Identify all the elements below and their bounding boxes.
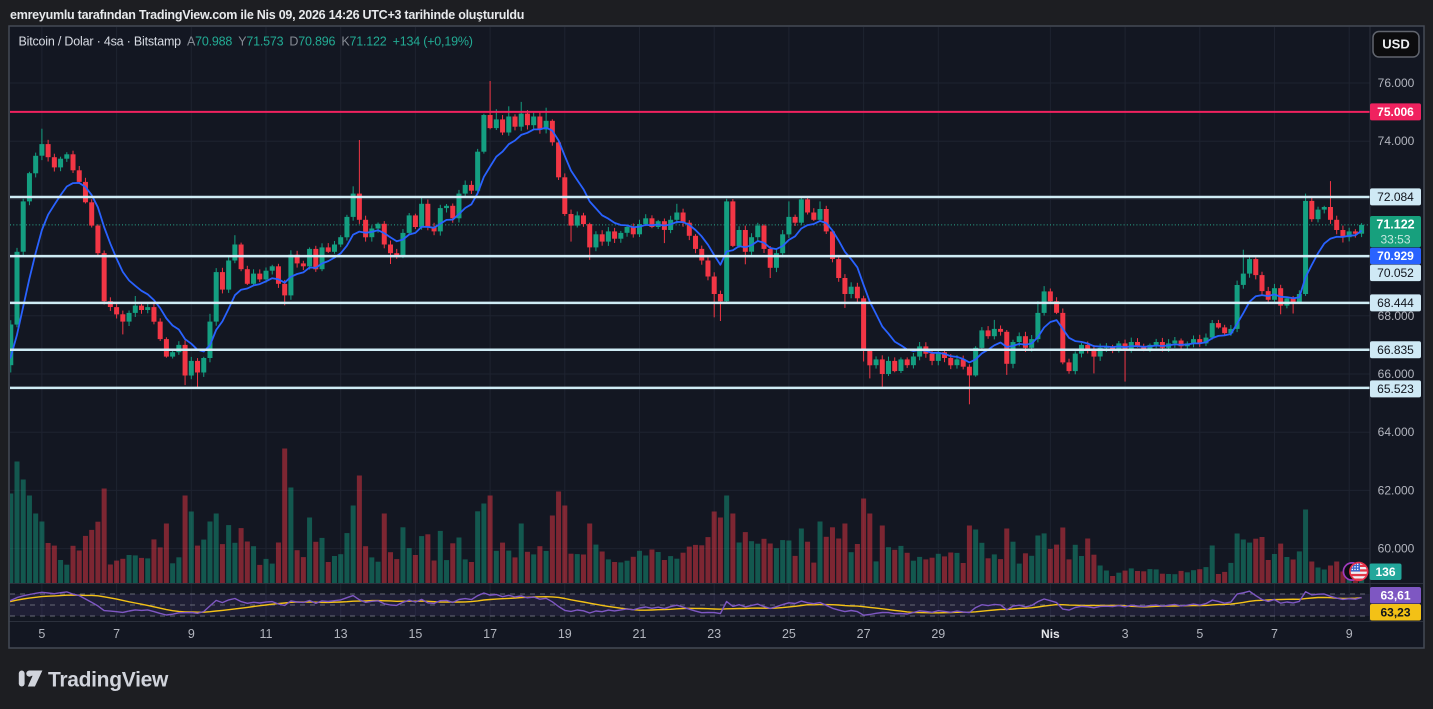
- svg-text:15: 15: [408, 627, 422, 641]
- svg-text:25: 25: [782, 627, 796, 641]
- svg-text:66.835: 66.835: [1377, 343, 1414, 357]
- svg-text:13: 13: [334, 627, 348, 641]
- svg-text:Nis: Nis: [1041, 627, 1060, 641]
- svg-text:70.929: 70.929: [1377, 249, 1414, 263]
- svg-text:66.000: 66.000: [1378, 367, 1415, 381]
- svg-text:136: 136: [1375, 565, 1395, 579]
- svg-text:33:53: 33:53: [1380, 233, 1410, 247]
- svg-text:65.523: 65.523: [1377, 382, 1414, 396]
- svg-text:76.000: 76.000: [1378, 76, 1415, 90]
- svg-text:21: 21: [633, 627, 647, 641]
- svg-text:TradingView: TradingView: [48, 669, 169, 692]
- svg-text:70.052: 70.052: [1377, 266, 1414, 280]
- svg-text:Bitcoin / Dolar · 4sa · Bitsta: Bitcoin / Dolar · 4sa · Bitstamp A70.988…: [19, 35, 473, 49]
- svg-text:68.444: 68.444: [1377, 296, 1414, 310]
- svg-text:68.000: 68.000: [1378, 309, 1415, 323]
- svg-text:72.084: 72.084: [1377, 190, 1414, 204]
- svg-text:17: 17: [483, 627, 497, 641]
- svg-text:63,23: 63,23: [1380, 605, 1410, 619]
- svg-text:23: 23: [707, 627, 721, 641]
- svg-text:27: 27: [857, 627, 871, 641]
- svg-text:9: 9: [1346, 627, 1353, 641]
- svg-text:3: 3: [1122, 627, 1129, 641]
- svg-text:63,61: 63,61: [1380, 589, 1410, 603]
- svg-text:64.000: 64.000: [1378, 425, 1415, 439]
- svg-text:emreyumlu tarafından TradingVi: emreyumlu tarafından TradingView.com ile…: [10, 8, 524, 22]
- svg-text:62.000: 62.000: [1378, 483, 1415, 497]
- svg-text:11: 11: [260, 627, 273, 641]
- svg-text:5: 5: [38, 627, 45, 641]
- svg-text:71.122: 71.122: [1376, 218, 1414, 232]
- svg-text:7: 7: [113, 627, 120, 641]
- svg-text:74.000: 74.000: [1378, 134, 1415, 148]
- svg-text:75.006: 75.006: [1377, 105, 1414, 119]
- svg-text:5: 5: [1196, 627, 1203, 641]
- svg-text:19: 19: [558, 627, 572, 641]
- svg-text:USD: USD: [1382, 37, 1409, 52]
- svg-text:7: 7: [1271, 627, 1278, 641]
- svg-text:29: 29: [931, 627, 945, 641]
- svg-text:9: 9: [188, 627, 195, 641]
- svg-text:60.000: 60.000: [1378, 542, 1415, 556]
